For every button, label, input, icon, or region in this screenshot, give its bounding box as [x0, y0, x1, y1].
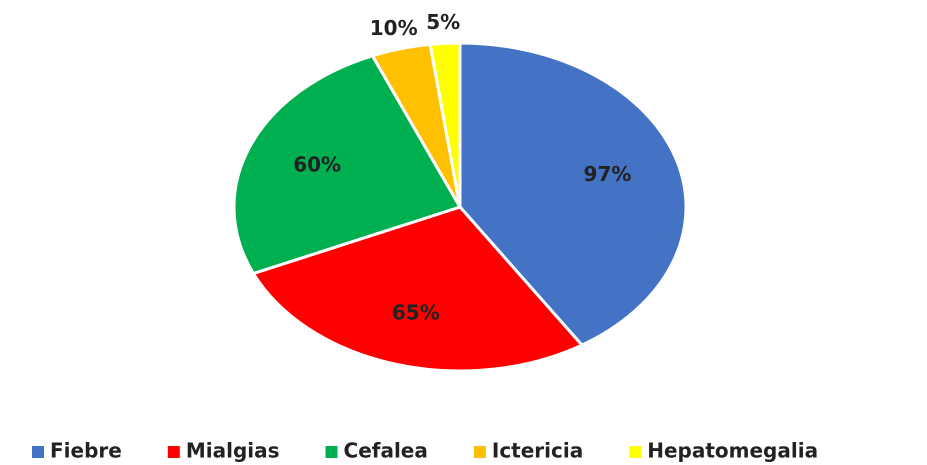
legend-swatch	[629, 446, 642, 458]
data-label: 10%	[370, 16, 418, 40]
data-label: 5%	[426, 10, 460, 34]
legend-label: Fiebre	[50, 439, 122, 463]
pie-slice	[428, 41, 462, 208]
legend-label: Mialgias	[186, 439, 280, 463]
legend-label: Ictericia	[492, 439, 583, 463]
data-label: 60%	[293, 152, 341, 176]
legend-swatch	[473, 446, 486, 458]
legend-swatch	[325, 446, 338, 458]
legend-swatch	[167, 446, 180, 458]
data-label: 97%	[584, 162, 632, 186]
legend-label: Cefalea	[344, 439, 428, 463]
legend-label: Hepatomegalia	[647, 439, 818, 463]
legend-swatch	[32, 446, 44, 458]
data-label: 65%	[392, 300, 440, 324]
